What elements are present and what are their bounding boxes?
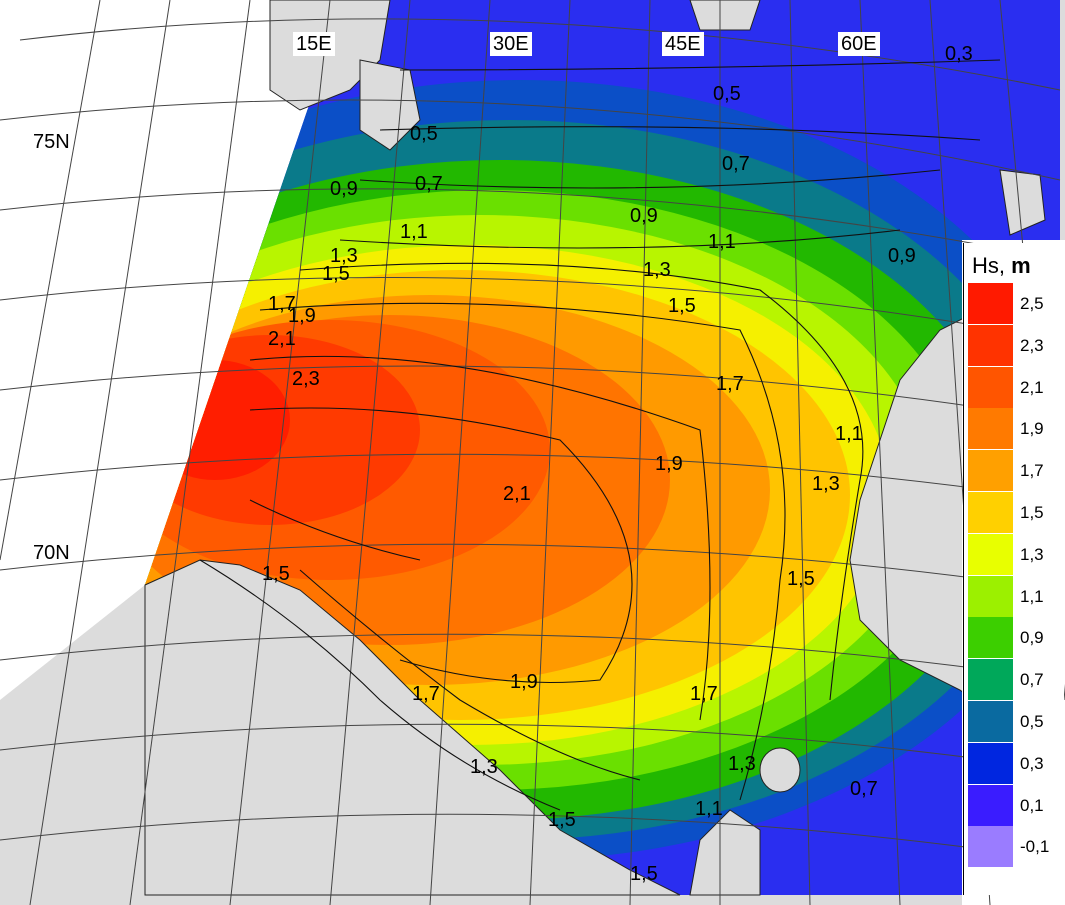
contour-label: 0,9 — [630, 205, 658, 227]
lon-label-60e: 60E — [838, 32, 880, 56]
contour-label: 0,7 — [415, 173, 443, 195]
contour-label: 1,5 — [630, 863, 658, 885]
legend-label: 1,1 — [1020, 586, 1044, 606]
contour-label: 1,9 — [288, 305, 316, 327]
legend-swatch — [968, 742, 1013, 784]
contour-label: 1,3 — [728, 753, 756, 775]
contour-labels: 0,3 0,5 0,5 0,7 0,7 0,9 0,9 0,9 1,1 1,1 … — [262, 43, 973, 885]
color-legend: Hs, m 2,5 2,3 2,1 1,9 1,7 1,5 1,3 1,1 0,9 0,7 0,5 0… — [963, 243, 1064, 895]
contour-label: 2,1 — [503, 483, 531, 505]
contour-label: 0,9 — [888, 245, 916, 267]
legend-swatch — [968, 533, 1013, 575]
contour-label: 1,5 — [322, 263, 350, 285]
legend-label: 0,1 — [1020, 795, 1044, 815]
contour-label: 1,3 — [470, 756, 498, 778]
legend-swatch — [968, 659, 1013, 701]
lat-label-75n: 75N — [33, 131, 70, 153]
contour-label: 0,7 — [722, 153, 750, 175]
legend-swatch — [968, 283, 1013, 324]
contour-label: 1,3 — [330, 245, 358, 267]
contour-lines — [199, 59, 1001, 811]
contour-label: 0,3 — [945, 43, 973, 65]
legend-label: 1,3 — [1020, 544, 1044, 564]
contour-label: 1,3 — [812, 473, 840, 495]
legend-title: Hs, m — [972, 253, 1031, 279]
lon-label-15e: 15E — [293, 32, 335, 56]
contour-label: 1,5 — [668, 295, 696, 317]
contour-label: 2,1 — [268, 328, 296, 350]
legend-swatch — [968, 408, 1013, 450]
legend-swatch — [968, 617, 1013, 659]
contour-label: 1,7 — [268, 293, 296, 315]
legend-label: -0,1 — [1020, 837, 1050, 857]
legend-unit: m — [1011, 253, 1031, 278]
contour-label: 1,1 — [708, 231, 736, 253]
legend-swatch — [968, 450, 1013, 492]
contour-label: 1,1 — [400, 221, 428, 243]
contour-label: 1,3 — [643, 259, 671, 281]
contour-label: 1,7 — [690, 683, 718, 705]
legend-swatch — [968, 701, 1013, 742]
legend-title-text: Hs, — [972, 253, 1005, 278]
contour-label: 0,7 — [850, 778, 878, 800]
legend-label: 0,9 — [1020, 628, 1044, 648]
contour-label: 1,1 — [695, 798, 723, 820]
legend-swatch — [968, 826, 1013, 868]
contour-label: 1,5 — [262, 563, 290, 585]
contour-label: 1,9 — [655, 453, 683, 475]
lon-label-30e: 30E — [490, 32, 532, 56]
legend-swatch — [968, 366, 1013, 408]
legend-swatch — [968, 784, 1013, 826]
contour-label: 1,5 — [548, 809, 576, 831]
contour-label: 0,9 — [330, 178, 358, 200]
legend-label: 0,5 — [1020, 712, 1044, 731]
contour-label: 1,9 — [510, 671, 538, 693]
contour-label: 1,5 — [787, 568, 815, 590]
legend-label: 1,7 — [1020, 461, 1044, 481]
legend-label: 2,3 — [1020, 335, 1044, 355]
legend-swatch — [968, 575, 1013, 617]
contour-label: 2,3 — [292, 368, 320, 390]
unmapped-area — [0, 0, 345, 700]
legend-label: 0,7 — [1020, 670, 1044, 690]
contour-label: 1,7 — [716, 373, 744, 395]
legend-label: 0,3 — [1020, 753, 1044, 773]
contour-label: 0,5 — [713, 83, 741, 105]
legend-label: 2,5 — [1020, 294, 1044, 313]
contour-label: 1,1 — [835, 423, 863, 445]
lon-label-45e: 45E — [662, 32, 704, 56]
legend-label: 2,1 — [1020, 377, 1044, 397]
legend-label: 1,9 — [1020, 419, 1044, 439]
legend-swatch — [968, 324, 1013, 366]
legend-label: 1,5 — [1020, 503, 1044, 522]
contour-label: 1,7 — [412, 683, 440, 705]
lat-label-70n: 70N — [33, 542, 70, 564]
legend-swatch — [968, 492, 1013, 533]
contour-label: 0,5 — [410, 123, 438, 145]
